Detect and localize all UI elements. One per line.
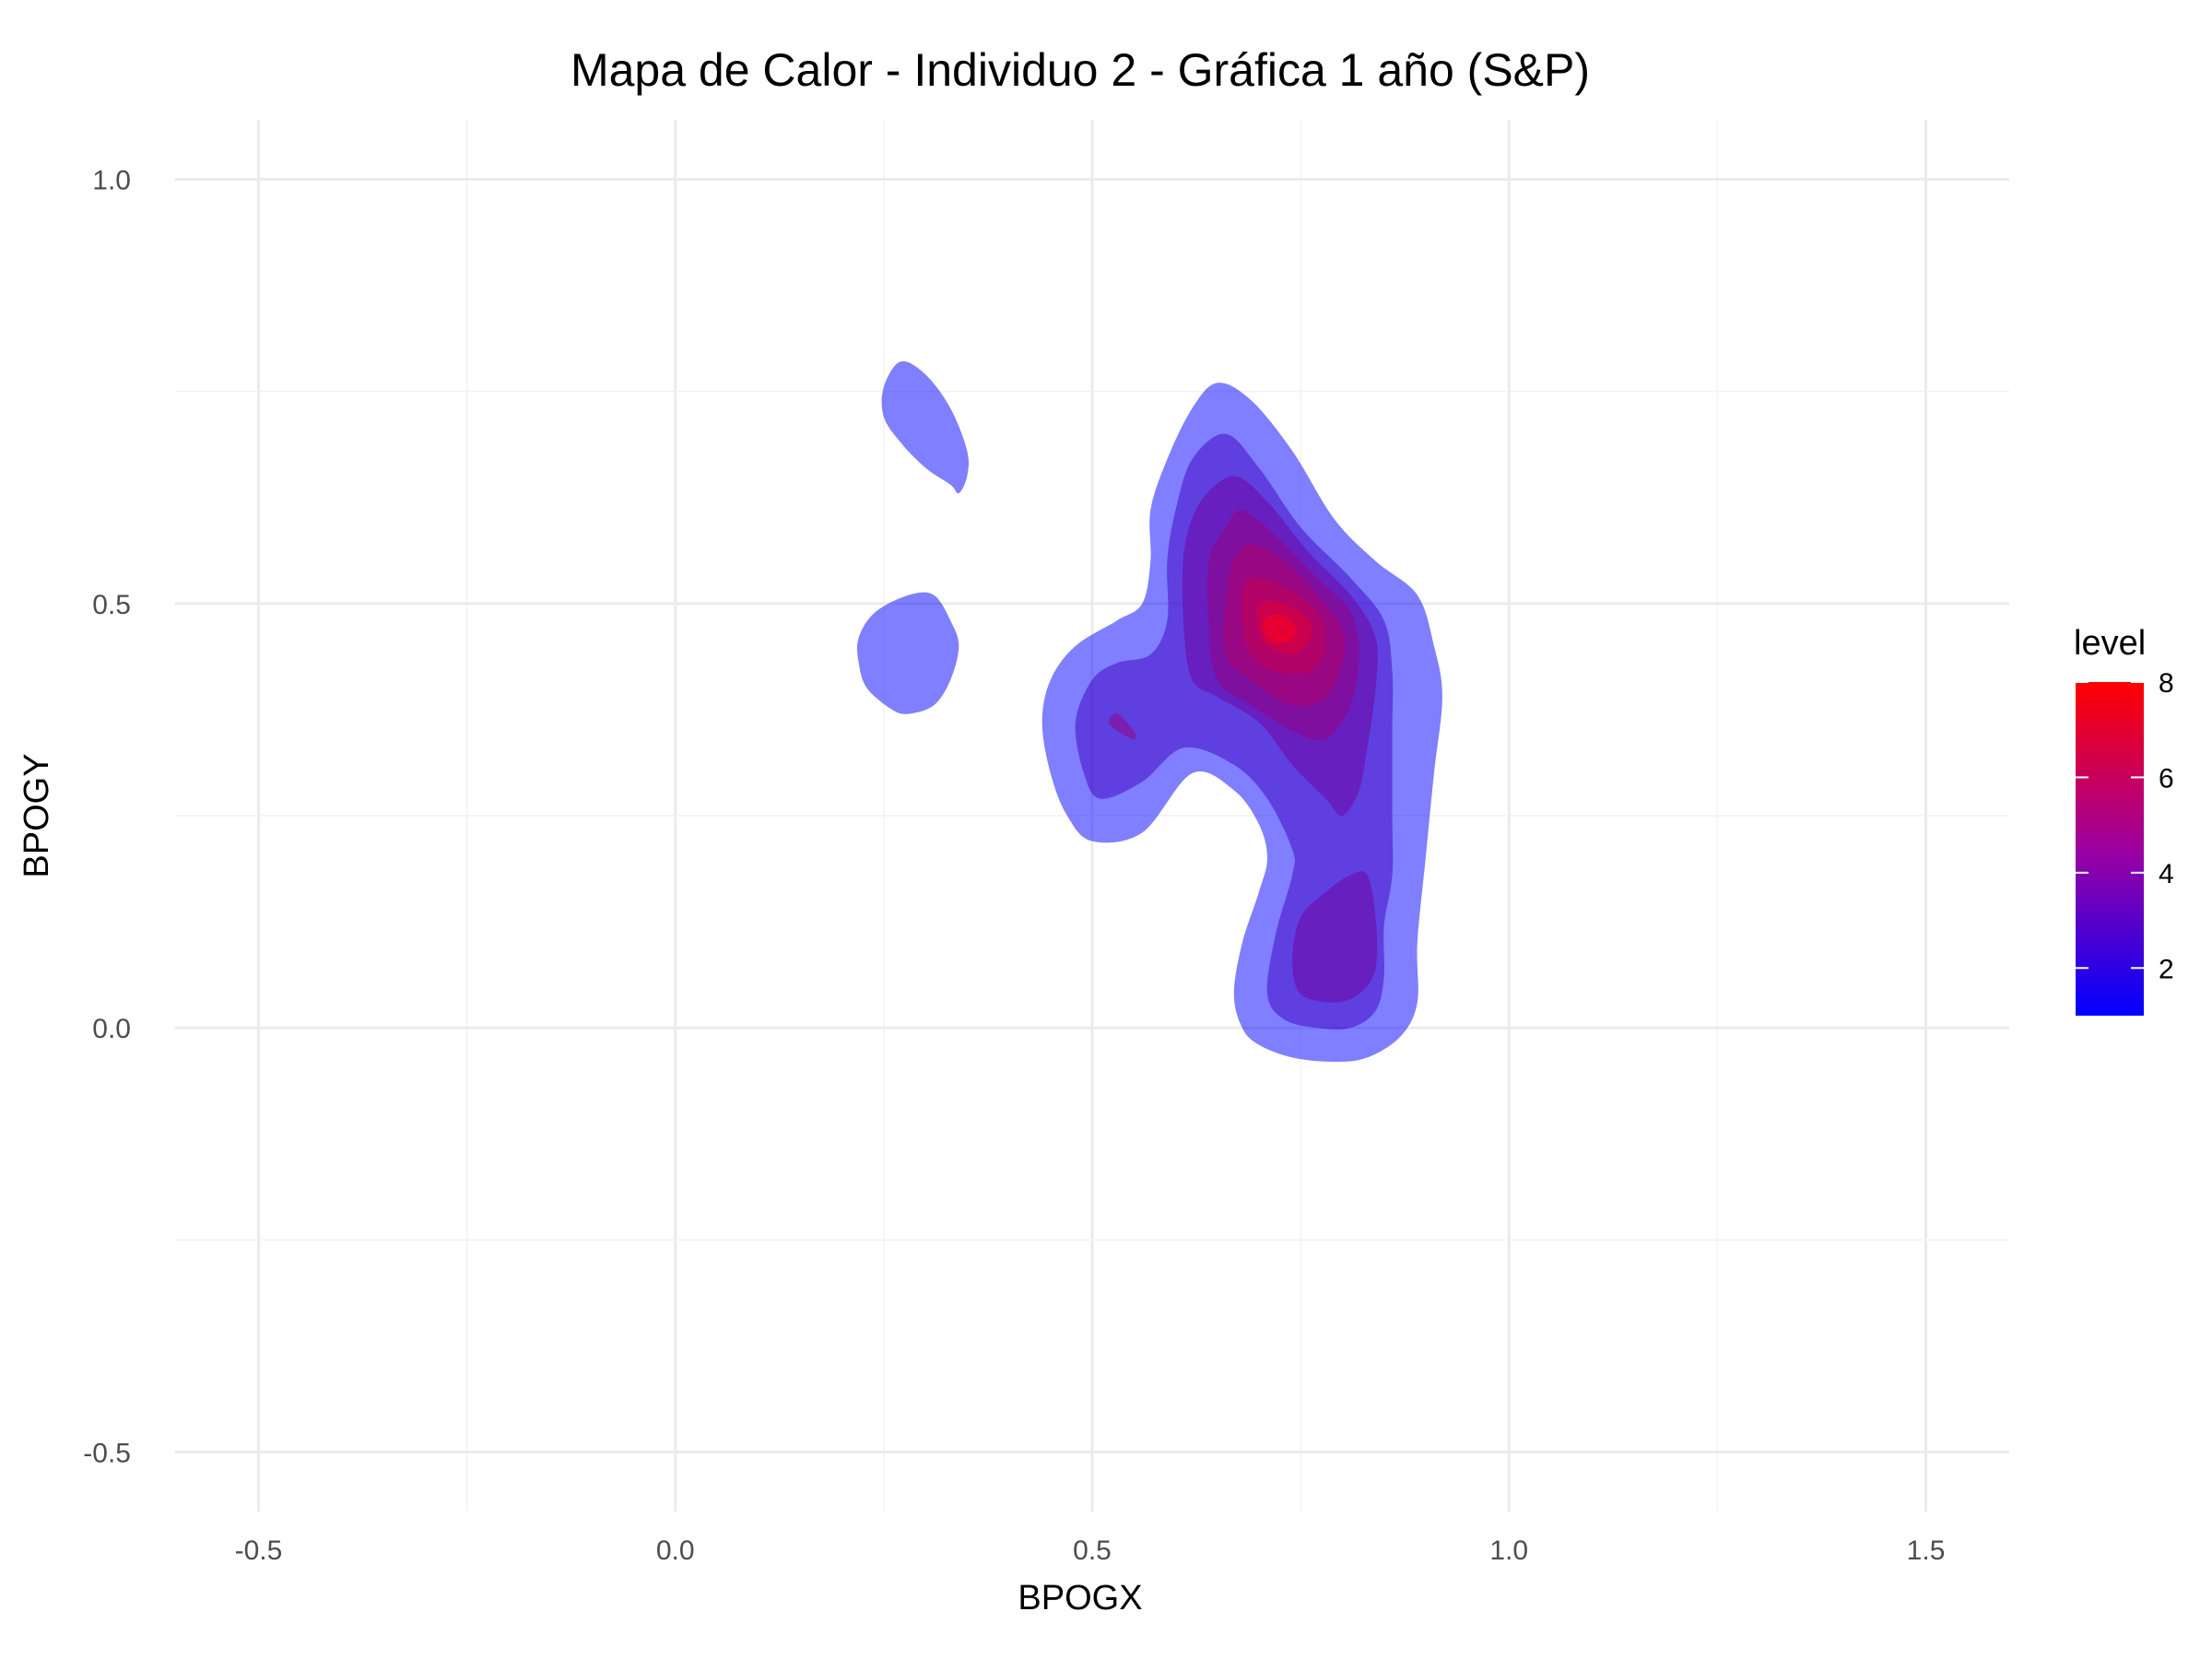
x-tick-label: -0.5 <box>235 1535 283 1566</box>
x-tick-label: 1.0 <box>1489 1535 1528 1566</box>
chart-title: Mapa de Calor - Individuo 2 - Gráfica 1 … <box>571 44 1590 96</box>
legend-label: 2 <box>2159 954 2174 984</box>
y-axis-title: BPOGY <box>18 753 56 877</box>
legend-title: level <box>2074 624 2146 663</box>
legend-colorbar <box>2076 682 2144 1016</box>
legend-label: 4 <box>2159 859 2174 889</box>
y-tick-label: -0.5 <box>83 1439 131 1469</box>
x-axis-ticks: -0.5 0.0 0.5 1.0 1.5 <box>235 1535 1946 1566</box>
gridlines <box>175 120 2009 1512</box>
x-axis-title: BPOGX <box>1018 1579 1142 1618</box>
y-tick-label: 0.0 <box>92 1014 131 1044</box>
legend-ticks: 2 4 6 8 <box>2076 668 2174 984</box>
density-contour-level-8 <box>1263 614 1297 644</box>
y-tick-label: 0.5 <box>92 590 131 620</box>
density-contour-level-4 <box>1109 713 1136 740</box>
density-contours <box>856 360 1442 1062</box>
legend-label: 6 <box>2159 763 2174 794</box>
legend-label: 8 <box>2159 668 2174 699</box>
density-contour-level-1 <box>881 360 970 494</box>
density-contour-level-3 <box>1292 871 1378 1003</box>
y-axis-ticks: -0.5 0.0 0.5 1.0 <box>83 165 131 1468</box>
legend: level 2 4 6 8 <box>2074 624 2174 1016</box>
y-tick-label: 1.0 <box>92 165 131 195</box>
x-tick-label: 0.5 <box>1073 1535 1112 1566</box>
x-tick-label: 1.5 <box>1907 1535 1946 1566</box>
x-tick-label: 0.0 <box>656 1535 695 1566</box>
density-contour-level-1 <box>856 592 959 714</box>
